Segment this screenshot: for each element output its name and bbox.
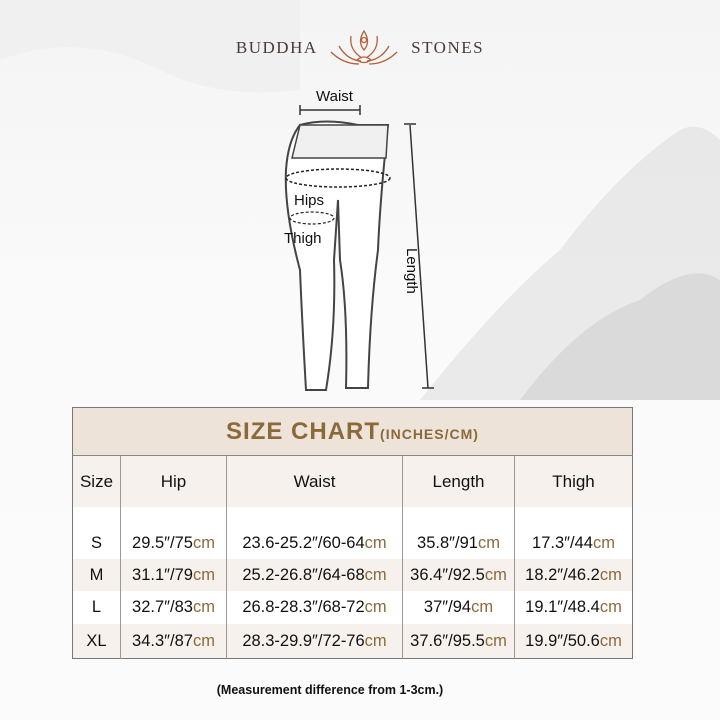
measure-value: 35.8″/91: [417, 534, 478, 552]
measure-unit: cm: [192, 534, 215, 552]
size-cell: XL: [72, 624, 121, 659]
brand-logo: BUDDHA STONES: [0, 28, 720, 68]
brand-right: STONES: [411, 38, 485, 57]
measure-value: 37″/94: [423, 598, 472, 616]
measure-cell: 31.1″/79cm: [120, 559, 227, 591]
measurement-note: (Measurement difference from 1-3cm.): [216, 683, 444, 697]
measure-unit: cm: [364, 598, 387, 616]
measure-value: 31.1″/79: [132, 565, 193, 584]
leggings-illustration: [284, 105, 434, 391]
measure-cell: 23.6-25.2″/60-64cm: [226, 507, 403, 559]
measure-cell: 35.8″/91cm: [402, 507, 515, 559]
measure-value: 23.6-25.2″/60-64: [242, 534, 365, 552]
header-waist: Waist: [226, 455, 403, 507]
thigh-label: Thigh: [284, 230, 322, 247]
measure-value: 26.8-28.3″/68-72: [242, 598, 365, 616]
title-units: (INCHES/CM): [380, 425, 479, 442]
measure-unit: cm: [192, 631, 215, 650]
title-text: SIZE CHART: [226, 417, 381, 445]
measure-cell: 29.5″/75cm: [120, 507, 227, 559]
measure-unit: cm: [484, 631, 507, 650]
size-chart-table: SIZE CHART(INCHES/CM) Size Hip Waist Len…: [72, 407, 633, 659]
measure-cell: 32.7″/83cm: [120, 591, 227, 624]
measure-value: 29.5″/75: [132, 534, 193, 552]
measure-unit: cm: [599, 598, 622, 616]
measure-cell: 18.2″/46.2cm: [514, 559, 633, 591]
measure-value: 36.4″/92.5: [410, 565, 485, 584]
header-hip: Hip: [120, 455, 227, 507]
measure-value: 28.3-29.9″/72-76: [242, 631, 365, 650]
table-row: M 31.1″/79cm 25.2-26.8″/64-68cm 36.4″/92.5c…: [72, 559, 633, 591]
header-row: Size Hip Waist Length Thigh: [72, 455, 633, 507]
measure-value: 17.3″/44: [532, 534, 593, 552]
header-length: Length: [402, 455, 515, 507]
measure-unit: cm: [192, 598, 215, 616]
size-cell: L: [72, 591, 121, 624]
measure-cell: 37″/94cm: [402, 591, 515, 624]
measure-unit: cm: [364, 565, 387, 584]
measure-value: 19.9″/50.6: [525, 631, 600, 650]
measure-cell: 26.8-28.3″/68-72cm: [226, 591, 403, 624]
measure-unit: cm: [477, 534, 500, 552]
leggings-diagram: Waist Hips Thigh Length: [270, 80, 460, 405]
measure-cell: 17.3″/44cm: [514, 507, 633, 559]
size-chart-title: SIZE CHART(INCHES/CM): [72, 407, 633, 456]
table-row: L 32.7″/83cm 26.8-28.3″/68-72cm 37″/94cm 19.…: [72, 591, 633, 624]
measure-cell: 28.3-29.9″/72-76cm: [226, 624, 403, 659]
measure-value: 25.2-26.8″/64-68: [242, 565, 365, 584]
measure-unit: cm: [592, 534, 615, 552]
measure-unit: cm: [599, 565, 622, 584]
measure-cell: 37.6″/95.5cm: [402, 624, 515, 659]
size-cell: S: [72, 507, 121, 559]
brand-left: BUDDHA: [235, 38, 318, 57]
measure-value: 19.1″/48.4: [525, 598, 600, 616]
table-row: S 29.5″/75cm 23.6-25.2″/60-64cm 35.8″/91cm 1…: [72, 507, 633, 559]
measure-cell: 34.3″/87cm: [120, 624, 227, 659]
measure-value: 18.2″/46.2: [525, 565, 600, 584]
measure-unit: cm: [192, 565, 215, 584]
measure-unit: cm: [364, 534, 387, 552]
measure-value: 34.3″/87: [132, 631, 193, 650]
measure-unit: cm: [599, 631, 622, 650]
header-size: Size: [72, 455, 121, 507]
measure-cell: 36.4″/92.5cm: [402, 559, 515, 591]
length-label: Length: [403, 248, 420, 294]
hips-label: Hips: [294, 192, 325, 209]
measure-unit: cm: [364, 631, 387, 650]
table-row: XL 34.3″/87cm 28.3-29.9″/72-76cm 37.6″/95.5…: [72, 624, 633, 659]
header-thigh: Thigh: [514, 455, 633, 507]
measure-cell: 25.2-26.8″/64-68cm: [226, 559, 403, 591]
measure-unit: cm: [471, 598, 494, 616]
measure-value: 37.6″/95.5: [410, 631, 485, 650]
measure-cell: 19.1″/48.4cm: [514, 591, 633, 624]
lotus-meditation-icon: [330, 29, 398, 65]
measure-value: 32.7″/83: [132, 598, 193, 616]
size-cell: M: [72, 559, 121, 591]
measure-unit: cm: [484, 565, 507, 584]
waist-label: Waist: [316, 88, 353, 105]
measure-cell: 19.9″/50.6cm: [514, 624, 633, 659]
